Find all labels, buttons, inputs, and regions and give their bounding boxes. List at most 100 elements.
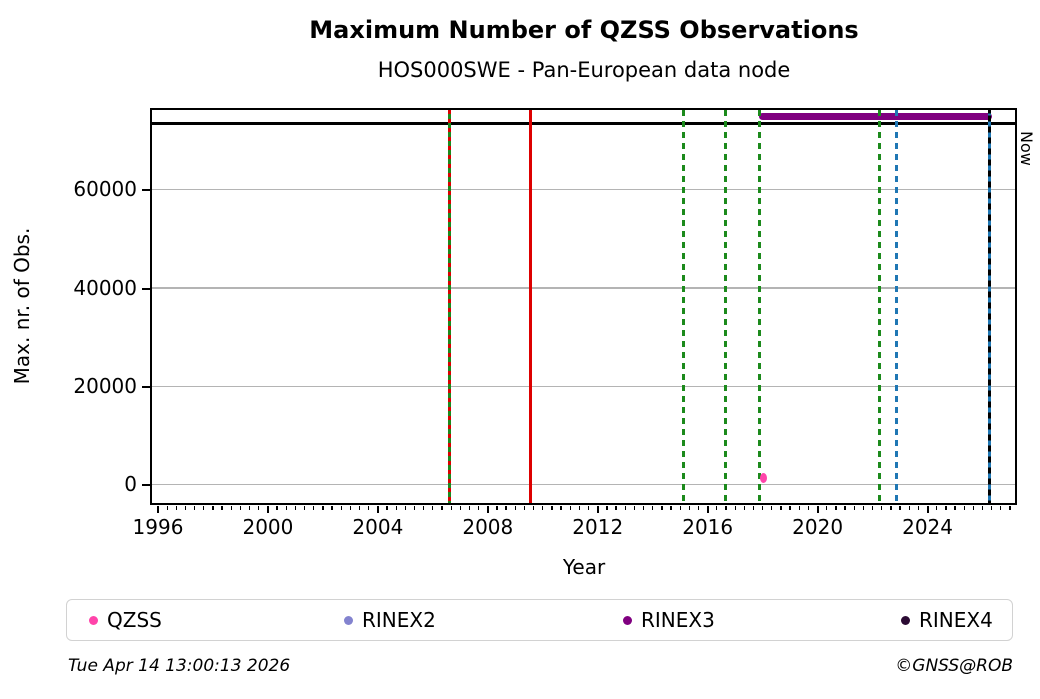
x-minor-tick	[1000, 506, 1002, 510]
x-tick-label-2024: 2024	[902, 514, 953, 539]
legend-label-rinex2: RINEX2	[362, 608, 436, 632]
plot-data-layer	[152, 109, 1015, 503]
x-minor-tick	[716, 506, 718, 510]
x-minor-tick	[258, 506, 260, 510]
x-minor-tick	[835, 506, 837, 510]
legend-label-qzss: QZSS	[107, 608, 162, 632]
x-tick-2024	[926, 506, 929, 513]
x-minor-tick	[991, 506, 993, 510]
x-minor-tick	[771, 506, 773, 510]
x-minor-tick	[853, 506, 855, 510]
x-minor-tick	[477, 506, 480, 510]
x-tick-2008	[486, 506, 489, 513]
x-minor-tick	[670, 506, 672, 510]
chart-subtitle: HOS000SWE - Pan-European data node	[377, 58, 791, 82]
x-minor-tick	[459, 506, 461, 510]
plot-area	[150, 107, 1017, 505]
chart-title: Maximum Number of QZSS Observations	[309, 16, 859, 44]
x-minor-tick	[551, 506, 553, 510]
x-minor-tick	[1009, 506, 1011, 510]
x-minor-tick	[688, 506, 690, 510]
x-minor-tick	[203, 506, 205, 510]
x-minor-tick	[890, 506, 892, 510]
x-tick-2000	[266, 506, 269, 513]
data-point-qzss	[760, 473, 768, 484]
x-minor-tick	[899, 506, 901, 510]
x-minor-tick	[624, 506, 626, 510]
x-minor-tick	[193, 506, 196, 510]
event-line-3	[681, 109, 685, 503]
x-minor-tick	[761, 506, 764, 510]
event-line-1	[448, 109, 452, 503]
x-minor-tick	[862, 506, 865, 510]
x-minor-tick	[505, 506, 507, 510]
x-minor-tick	[578, 506, 581, 510]
x-minor-tick	[340, 506, 342, 510]
x-minor-tick	[633, 506, 636, 510]
legend-marker-rinex3-icon	[623, 615, 632, 625]
x-minor-tick	[679, 506, 681, 510]
x-minor-tick	[615, 506, 617, 510]
x-minor-tick	[606, 506, 608, 510]
legend-marker-qzss-icon	[89, 615, 98, 625]
x-minor-tick	[981, 506, 984, 510]
x-minor-tick	[587, 506, 590, 510]
x-minor-tick	[322, 506, 324, 510]
x-minor-tick	[386, 506, 388, 510]
legend-marker-rinex4-icon	[901, 615, 910, 625]
x-minor-tick	[349, 506, 352, 510]
x-minor-tick	[212, 506, 214, 510]
x-tick-label-2016: 2016	[682, 514, 734, 539]
x-tick-label-2000: 2000	[242, 514, 294, 539]
x-minor-tick	[697, 506, 700, 510]
x-minor-tick	[789, 506, 791, 510]
event-line-now	[988, 109, 992, 503]
legend-entry-qzss: QZSS	[89, 600, 162, 640]
max-observations-level	[152, 122, 1015, 125]
x-minor-tick	[221, 506, 223, 510]
x-tick-label-2020: 2020	[792, 514, 844, 539]
x-minor-tick	[496, 506, 498, 510]
x-tick-label-1996: 1996	[132, 514, 184, 539]
gridline-y-20000	[152, 385, 1015, 387]
gridline-y-60000	[152, 189, 1015, 191]
y-axis-label: Max. nr. of Obs.	[10, 227, 34, 385]
y-tick-label-20000: 20000	[73, 373, 137, 398]
event-line-7	[895, 109, 899, 503]
event-line-4	[724, 109, 728, 503]
y-tick-label-60000: 60000	[73, 177, 137, 202]
x-minor-tick	[642, 506, 645, 510]
availability-bar-rinex3	[759, 113, 993, 121]
y-tick-40000	[142, 287, 150, 290]
y-tick-60000	[142, 189, 150, 192]
legend: QZSS RINEX2 RINEX3 RINEX4	[66, 599, 1013, 641]
x-minor-tick	[450, 506, 452, 510]
x-minor-tick	[248, 506, 251, 510]
event-line-2	[528, 109, 532, 503]
x-minor-tick	[542, 506, 544, 510]
plot-timestamp: Tue Apr 14 13:00:13 2026	[68, 656, 291, 676]
now-annotation: Now	[1017, 131, 1036, 166]
legend-entry-rinex4: RINEX4	[901, 600, 993, 640]
x-minor-tick	[844, 506, 846, 510]
x-tick-2020	[816, 506, 819, 513]
x-minor-tick	[166, 506, 168, 510]
credit-watermark: ©GNSS@ROB	[895, 656, 1013, 676]
x-minor-tick	[395, 506, 397, 510]
event-line-6	[878, 109, 882, 503]
x-minor-tick	[652, 506, 654, 510]
x-minor-tick	[661, 506, 663, 510]
x-minor-tick	[807, 506, 810, 510]
x-minor-tick	[331, 506, 333, 510]
y-tick-0	[142, 484, 150, 487]
legend-marker-rinex2-icon	[344, 615, 353, 625]
x-axis-label: Year	[562, 555, 606, 579]
x-minor-tick	[184, 506, 187, 510]
y-tick-20000	[142, 385, 150, 388]
x-tick-2004	[376, 506, 379, 513]
x-tick-label-2004: 2004	[352, 514, 404, 539]
event-line-5	[758, 109, 762, 503]
y-tick-label-40000: 40000	[73, 275, 137, 300]
x-minor-tick	[972, 506, 974, 510]
